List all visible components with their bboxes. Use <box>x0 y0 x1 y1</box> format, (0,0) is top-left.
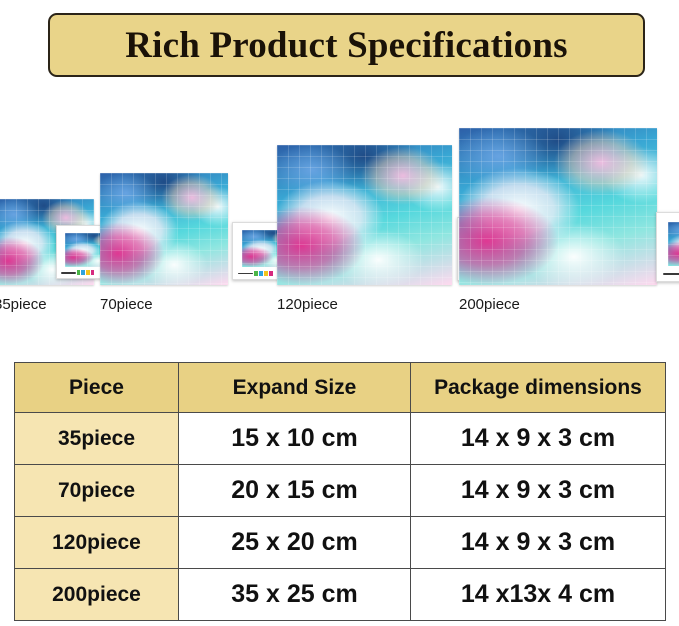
cell-expand: 20 x 15 cm <box>178 464 411 517</box>
table-body: 35piece 15 x 10 cm 14 x 9 x 3 cm 70piece 20 … <box>14 412 666 621</box>
table-row: 200piece 35 x 25 cm 14 x13x 4 cm <box>14 568 666 621</box>
color-swatch <box>76 270 81 276</box>
box-cover-artwork <box>667 221 679 267</box>
box-barcode-strip <box>61 270 102 276</box>
color-swatch <box>85 270 90 276</box>
cell-piece: 70piece <box>14 464 179 517</box>
product-showcase: 35piece 70piece 120piece 200piece <box>0 110 679 320</box>
cell-piece: 200piece <box>14 568 179 621</box>
cell-expand: 25 x 20 cm <box>178 516 411 569</box>
color-swatch <box>90 270 95 276</box>
cloudscape-artwork <box>459 128 657 285</box>
table-header-row: Piece Expand Size Package dimensions <box>14 362 666 413</box>
product-label: 35piece <box>0 296 47 313</box>
puzzle-artwork-panel <box>277 145 452 285</box>
cloudscape-artwork <box>100 173 228 285</box>
column-header-piece: Piece <box>14 362 179 413</box>
cloudscape-artwork <box>667 221 679 267</box>
cell-piece: 35piece <box>14 412 179 465</box>
color-swatch <box>81 270 85 276</box>
barcode-icon <box>237 272 254 275</box>
puzzle-artwork-panel <box>459 128 657 285</box>
column-header-package-dimensions: Package dimensions <box>410 362 666 413</box>
specification-table: Piece Expand Size Package dimensions 35p… <box>14 362 666 621</box>
product-item-35piece[interactable]: 35piece <box>0 199 139 313</box>
color-swatch <box>259 270 264 277</box>
cell-package: 14 x 9 x 3 cm <box>410 464 666 517</box>
page-title: Rich Product Specifications <box>125 24 568 66</box>
barcode-icon <box>61 272 76 274</box>
cell-package: 14 x 9 x 3 cm <box>410 516 666 569</box>
table-row: 35piece 15 x 10 cm 14 x 9 x 3 cm <box>14 412 666 465</box>
cloudscape-artwork <box>277 145 452 285</box>
product-label: 70piece <box>100 296 153 313</box>
cell-package: 14 x13x 4 cm <box>410 568 666 621</box>
box-barcode-strip <box>237 270 283 277</box>
table-row: 70piece 20 x 15 cm 14 x 9 x 3 cm <box>14 464 666 517</box>
page-title-banner: Rich Product Specifications <box>48 13 645 77</box>
cell-piece: 120piece <box>14 516 179 569</box>
cell-expand: 15 x 10 cm <box>178 412 411 465</box>
product-item-70piece[interactable]: 70piece <box>100 173 321 313</box>
box-front-face <box>656 212 679 282</box>
cell-package: 14 x 9 x 3 cm <box>410 412 666 465</box>
product-item-200piece[interactable]: 200piece <box>459 128 679 313</box>
color-swatch <box>269 270 274 277</box>
box-barcode-strip <box>662 271 679 278</box>
product-item-120piece[interactable]: 120piece <box>277 145 556 313</box>
product-box <box>656 212 679 282</box>
product-label: 120piece <box>277 296 338 313</box>
color-swatch <box>264 270 269 277</box>
barcode-icon <box>662 273 679 276</box>
color-swatch <box>254 270 259 277</box>
column-header-expand-size: Expand Size <box>178 362 411 413</box>
puzzle-artwork-panel <box>100 173 228 285</box>
cell-expand: 35 x 25 cm <box>178 568 411 621</box>
product-label: 200piece <box>459 296 520 313</box>
table-row: 120piece 25 x 20 cm 14 x 9 x 3 cm <box>14 516 666 569</box>
